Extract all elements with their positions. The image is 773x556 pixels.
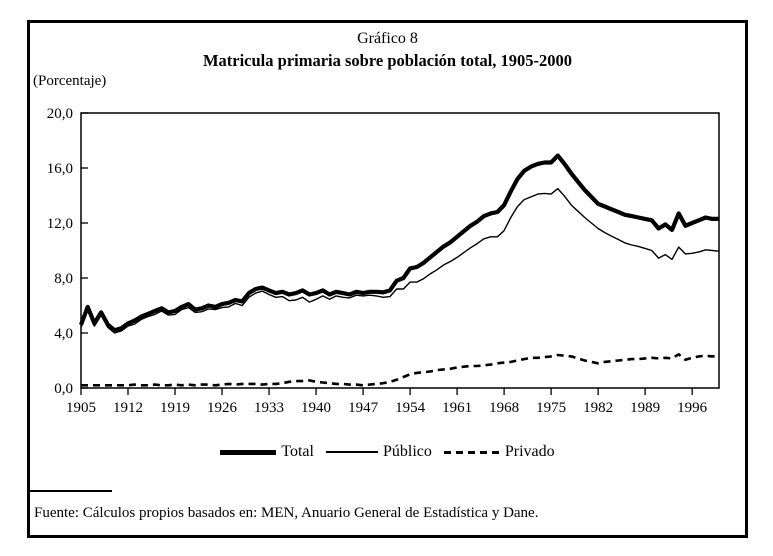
x-tick-label: 1940	[301, 400, 331, 416]
series-line-total	[79, 153, 719, 333]
figure-label: Gráfico 8	[357, 30, 418, 47]
figure-frame: Gráfico 8 Matricula primaria sobre pobla…	[27, 20, 748, 538]
x-tick-label: 1926	[207, 400, 238, 416]
legend-label-publico: Público	[382, 443, 432, 460]
x-tick-label: 1905	[66, 400, 96, 416]
source-note: Fuente: Cálculos propios basados en: MEN…	[34, 505, 539, 521]
x-tick-label: 1933	[254, 400, 284, 416]
x-tick-label: 1968	[489, 400, 519, 416]
y-tick-label: 20,0	[47, 106, 73, 122]
x-tick-label: 1912	[113, 400, 143, 416]
x-tick-label: 1961	[442, 400, 472, 416]
publico-line-sample	[325, 451, 378, 453]
privado-line-sample	[443, 450, 500, 454]
legend: Total Público Privado	[30, 443, 745, 461]
plot-border	[80, 112, 720, 389]
legend-label-privado: Privado	[504, 443, 555, 460]
footnote-rule	[27, 490, 112, 492]
y-tick-label: 8,0	[54, 271, 73, 287]
legend-item-privado: Privado	[443, 443, 555, 461]
total-line-sample	[220, 449, 277, 455]
y-tick-label: 4,0	[54, 326, 73, 342]
y-tick-label: 12,0	[47, 216, 73, 232]
legend-item-total: Total	[220, 443, 314, 461]
x-tick-label: 1989	[630, 400, 660, 416]
x-tick-label: 1975	[536, 400, 566, 416]
series-line-privado	[81, 353, 720, 387]
legend-item-publico: Público	[325, 443, 432, 461]
chart-canvas: 0,0 4,0 8,0 12,0 16,0 20,0 1905 1912 1919 1926 193…	[47, 106, 720, 416]
x-tick-label: 1919	[160, 400, 190, 416]
x-tick-label: 1996	[677, 400, 708, 416]
y-tick-label: 0,0	[54, 381, 73, 397]
series-line-publico	[80, 187, 720, 334]
x-tick-label: 1982	[583, 400, 613, 416]
x-tick-label: 1954	[395, 400, 426, 416]
x-tick-label: 1947	[348, 400, 379, 416]
y-axis-unit-label: (Porcentaje)	[33, 73, 107, 89]
y-tick-label: 16,0	[47, 161, 73, 177]
legend-label-total: Total	[281, 443, 314, 460]
figure-title: Matricula primaria sobre población total…	[202, 51, 573, 70]
